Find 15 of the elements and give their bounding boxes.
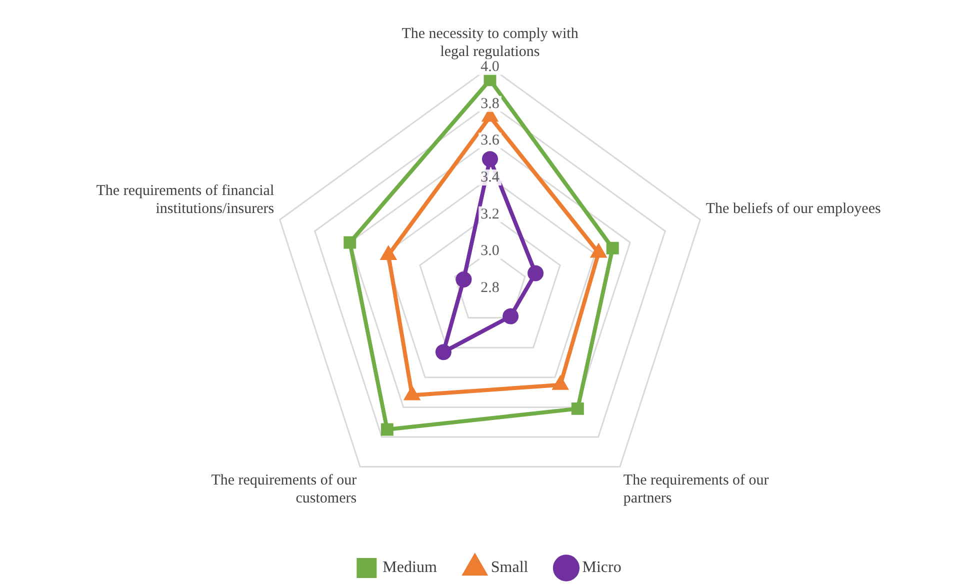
legend-label: Micro <box>582 559 622 576</box>
spoke-label: The requirements of our partners <box>623 472 769 507</box>
y-tick-label: 3.8 <box>480 96 500 112</box>
spoke-label: The beliefs of our employees <box>706 200 881 217</box>
y-tick-label: 3.4 <box>480 169 500 186</box>
spoke-label: The requirements of financial institutions/insurers <box>96 182 274 217</box>
y-tick-label: 4.0 <box>480 58 500 75</box>
y-tick-label: 3.0 <box>480 243 500 260</box>
legend-label: Medium <box>382 559 438 576</box>
spoke-label: The necessity to comply with legal regulations <box>402 26 579 60</box>
spoke-label: The requirements of our customers <box>211 472 357 507</box>
y-tick-label: 3.6 <box>480 132 500 149</box>
y-tick-label: 2.8 <box>480 280 500 296</box>
legend-label: Small <box>490 559 529 576</box>
y-tick-label: 3.2 <box>480 206 500 222</box>
